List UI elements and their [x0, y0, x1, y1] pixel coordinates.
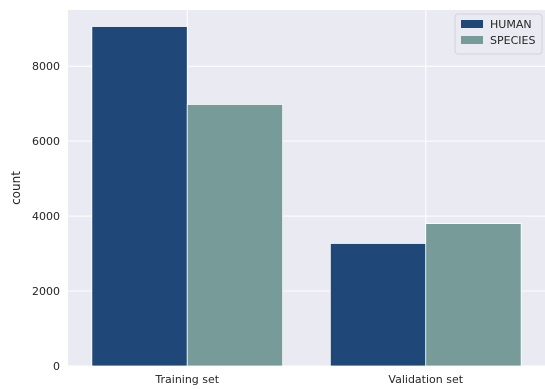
- y-axis-label: count: [9, 171, 23, 205]
- y-tick-label: 4000: [32, 210, 60, 223]
- legend-label-species: SPECIES: [490, 34, 535, 47]
- y-tick-label: 0: [53, 360, 60, 373]
- bar-human-1: [329, 243, 427, 367]
- y-tick-label: 2000: [32, 285, 60, 298]
- x-tick-label: Training set: [154, 373, 219, 386]
- y-tick-label: 8000: [32, 60, 60, 73]
- legend-swatch-human: [461, 20, 483, 28]
- x-tick-label: Validation set: [388, 373, 463, 386]
- bar-species-0: [186, 104, 284, 367]
- bars: [91, 26, 522, 367]
- y-axis-ticks: 0 2000 4000 6000 8000: [32, 60, 60, 373]
- legend-swatch-species: [461, 36, 483, 44]
- bar-human-0: [91, 26, 188, 367]
- y-tick-label: 6000: [32, 135, 60, 148]
- bar-species-1: [425, 223, 522, 367]
- legend: HUMAN SPECIES: [454, 13, 543, 55]
- legend-label-human: HUMAN: [490, 18, 532, 31]
- x-axis-ticks: Training set Validation set: [154, 373, 463, 386]
